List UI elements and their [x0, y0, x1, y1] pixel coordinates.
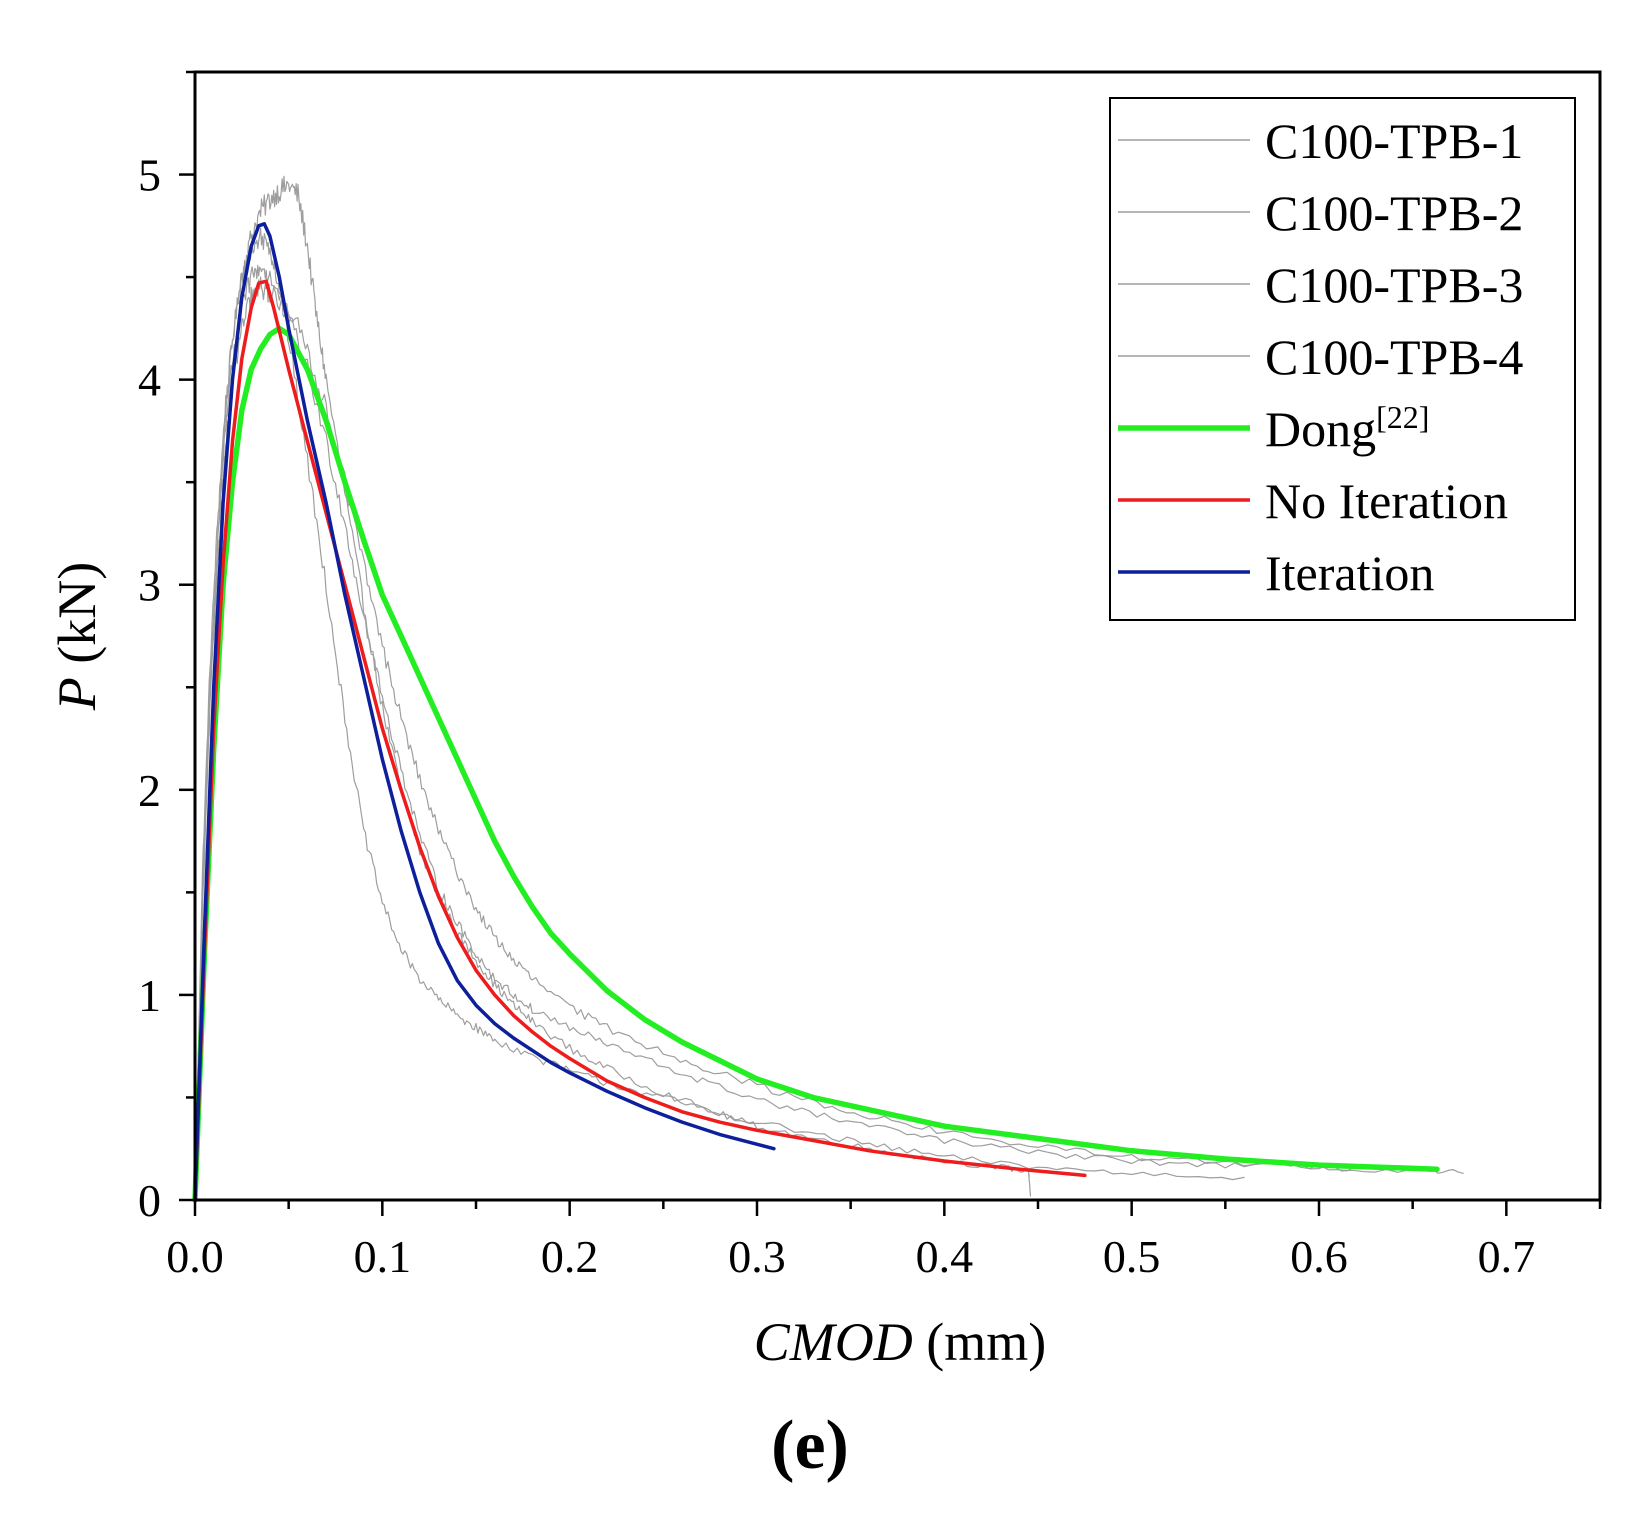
legend-label-sup: [22]	[1376, 399, 1429, 435]
y-tick-label: 4	[138, 355, 161, 406]
x-axis-label-unit: (mm)	[913, 1312, 1046, 1372]
y-tick-label: 0	[138, 1175, 161, 1226]
legend-box	[1109, 97, 1576, 621]
x-tick-label: 0.3	[728, 1231, 786, 1282]
y-tick-label: 5	[138, 150, 161, 201]
y-axis-label-unit: (kN)	[47, 562, 107, 677]
legend-label-main: Iteration	[1265, 545, 1434, 601]
y-tick-label: 1	[138, 970, 161, 1021]
x-axis-label-var: CMOD	[754, 1312, 913, 1372]
legend-label: Iteration	[1265, 545, 1434, 601]
x-axis-label: CMOD (mm)	[754, 1312, 1046, 1372]
series-line-no-iteration	[193, 279, 1087, 1202]
x-tick-label: 0.5	[1103, 1231, 1161, 1282]
series-layer	[192, 175, 1464, 1203]
panel-label: (e)	[771, 1407, 849, 1484]
y-axis-label-var: P	[47, 677, 107, 711]
x-tick-label: 0.1	[354, 1231, 412, 1282]
legend-label-main: C100-TPB-2	[1265, 185, 1523, 241]
legend-label-main: C100-TPB-3	[1265, 257, 1523, 313]
legend-label-main: C100-TPB-1	[1265, 113, 1523, 169]
legend-label: Dong[22]	[1265, 399, 1429, 457]
x-tick-label: 0.7	[1478, 1231, 1536, 1282]
legend-label: C100-TPB-1	[1265, 113, 1523, 169]
x-tick-label: 0.0	[166, 1231, 224, 1282]
legend-label: No Iteration	[1265, 473, 1508, 529]
plot-frame	[193, 70, 1602, 1202]
series-line-c100-tpb-2	[194, 227, 1245, 1201]
legend: C100-TPB-1 C100-TPB-2 C100-TPB-3 C100-TPB-4…	[1109, 97, 1576, 621]
legend-label-main: No Iteration	[1265, 473, 1508, 529]
legend-label: C100-TPB-3	[1265, 257, 1523, 313]
series-line-iteration	[193, 222, 776, 1202]
y-axis-label: P (kN)	[47, 562, 107, 711]
x-tick-label: 0.2	[541, 1231, 599, 1282]
legend-label: C100-TPB-2	[1265, 185, 1523, 241]
series-line-dong-22	[192, 325, 1440, 1203]
legend-label-main: C100-TPB-4	[1265, 329, 1523, 385]
y-tick-label: 2	[138, 765, 161, 816]
axes-layer: 0.0 0.1 0.2 0.3 0.4 0.5 0.6 0.7 0 1 2 3 4 5	[138, 70, 1602, 1282]
x-tick-label: 0.4	[916, 1231, 974, 1282]
legend-label-main: Dong	[1265, 401, 1376, 457]
series-line-c100-tpb-1	[194, 175, 1032, 1201]
legend-label: C100-TPB-4	[1265, 329, 1523, 385]
y-tick-label: 3	[138, 560, 161, 611]
x-tick-label: 0.6	[1290, 1231, 1348, 1282]
series-line-c100-tpb-4	[194, 276, 1432, 1201]
